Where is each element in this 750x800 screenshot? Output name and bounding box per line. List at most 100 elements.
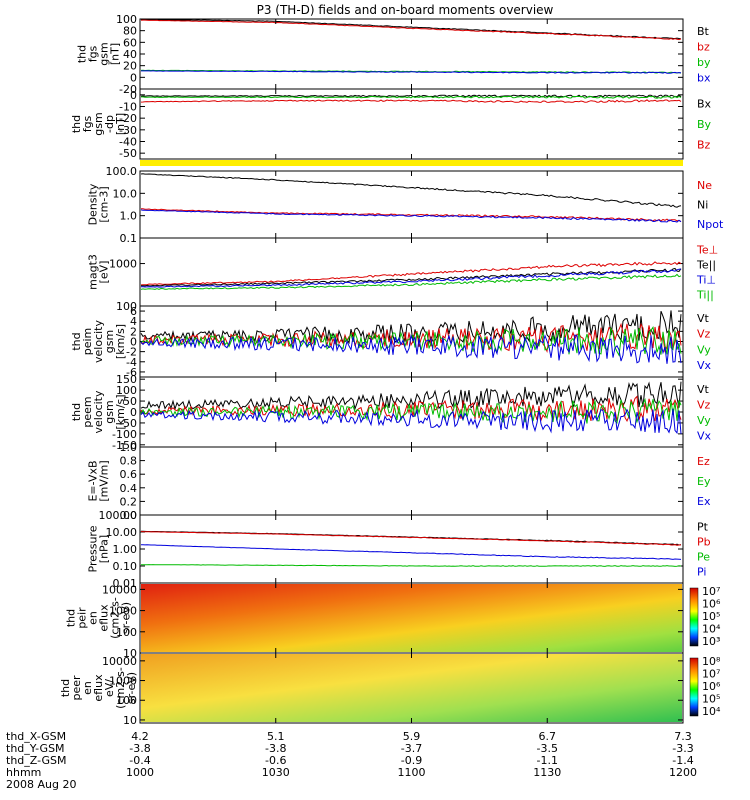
series-Ti|| bbox=[140, 273, 682, 290]
y-axis-label: fgs bbox=[81, 115, 94, 132]
y-axis-label: gsm bbox=[92, 112, 105, 135]
colorbar-label: 10⁷ bbox=[702, 668, 720, 681]
heatmap-fill bbox=[141, 584, 682, 652]
y-tick-label: 0.2 bbox=[120, 495, 138, 508]
y-axis-label: (cm2-s- bbox=[109, 597, 122, 639]
legend-Vt: Vt bbox=[697, 312, 710, 325]
series-Vt bbox=[140, 381, 682, 411]
series-Pi bbox=[140, 544, 682, 560]
y-axis-label: [cm-3] bbox=[98, 186, 111, 222]
y-tick-label: 100 bbox=[116, 384, 137, 397]
y-axis-label: [nPa] bbox=[98, 535, 111, 563]
y-axis-label: gsm bbox=[98, 42, 111, 65]
footer-value-y: -3.8 bbox=[265, 742, 286, 755]
y-axis-label: eflux bbox=[98, 604, 111, 632]
y-tick-label: 10000 bbox=[102, 655, 137, 668]
series-Te|| bbox=[140, 267, 682, 287]
y-tick-label: -50 bbox=[119, 417, 137, 430]
y-tick-label: 100 bbox=[116, 13, 137, 26]
legend-Vx: Vx bbox=[697, 359, 712, 372]
legend-Ti⊥: Ti⊥ bbox=[696, 274, 716, 287]
plot-title: P3 (TH-D) fields and on-board moments ov… bbox=[257, 3, 554, 17]
legend-Vt: Vt bbox=[697, 383, 710, 396]
y-tick-label: -20 bbox=[119, 83, 137, 96]
y-tick-label: 2 bbox=[130, 325, 137, 338]
y-axis-label: [mV/m] bbox=[98, 460, 111, 501]
y-tick-label: -50 bbox=[119, 147, 137, 160]
y-axis-label: Pressure bbox=[87, 525, 100, 572]
y-tick-label: 1000 bbox=[109, 675, 137, 688]
y-tick-label: 6 bbox=[130, 305, 137, 318]
y-axis-label: thd bbox=[70, 332, 83, 350]
footer-value-z: -0.6 bbox=[265, 754, 286, 767]
colorbar-label: 10⁴ bbox=[702, 623, 721, 636]
y-axis-label: thd bbox=[70, 115, 83, 133]
legend-Bz: Bz bbox=[697, 139, 711, 152]
footer-row-label: thd_Y-GSM bbox=[6, 742, 65, 755]
y-tick-label: 100.0 bbox=[106, 165, 138, 178]
y-axis-label: thd bbox=[59, 679, 72, 697]
colorbar bbox=[689, 657, 699, 717]
y-axis-label: [km/s] bbox=[114, 324, 127, 359]
y-tick-label: -2 bbox=[126, 346, 137, 359]
colorbar-label: 10⁵ bbox=[702, 693, 720, 706]
footer-value-t: 1130 bbox=[533, 766, 561, 779]
y-tick-label: 1000 bbox=[109, 258, 137, 271]
legend-Bx: Bx bbox=[697, 97, 712, 110]
footer-value-t: 1030 bbox=[262, 766, 290, 779]
series-Te⊥ bbox=[140, 261, 682, 286]
y-tick-label: 0 bbox=[130, 89, 137, 102]
y-tick-label: 0.01 bbox=[113, 577, 138, 590]
series-Bz bbox=[140, 99, 682, 103]
y-tick-label: -10 bbox=[119, 101, 137, 114]
footer-value-y: -3.8 bbox=[129, 742, 150, 755]
y-tick-label: 0.4 bbox=[120, 482, 138, 495]
y-axis-label: peem bbox=[81, 396, 94, 427]
y-axis-label: [eV] bbox=[98, 261, 111, 284]
legend-Ni: Ni bbox=[697, 199, 708, 212]
y-axis-label: fgs bbox=[87, 45, 100, 62]
legend-Ti||: Ti|| bbox=[696, 289, 714, 302]
legend-Vy: Vy bbox=[697, 343, 711, 356]
legend-Vy: Vy bbox=[697, 414, 711, 427]
footer-value-t: 1100 bbox=[398, 766, 426, 779]
y-tick-label: 10000 bbox=[102, 583, 137, 596]
legend-Bt: Bt bbox=[697, 25, 710, 38]
footer-value-x: 5.1 bbox=[267, 730, 285, 743]
y-tick-label: -150 bbox=[112, 439, 137, 452]
y-axis-label: peim bbox=[81, 328, 94, 356]
footer-value-z: -1.4 bbox=[672, 754, 693, 767]
y-tick-label: 0 bbox=[130, 406, 137, 419]
y-axis-label: thd bbox=[65, 609, 78, 627]
legend-Vz: Vz bbox=[697, 328, 711, 341]
y-tick-label: 10 bbox=[123, 647, 137, 660]
y-tick-label: -40 bbox=[119, 136, 137, 149]
colorbar-label: 10⁷ bbox=[702, 585, 720, 598]
y-tick-label: 10.0 bbox=[113, 187, 138, 200]
legend-Pi: Pi bbox=[697, 566, 706, 579]
y-axis-label: magt3 bbox=[87, 254, 100, 290]
y-tick-label: -30 bbox=[119, 124, 137, 137]
y-tick-label: 100 bbox=[116, 626, 137, 639]
y-axis-label: E=-VxB bbox=[87, 460, 100, 501]
y-tick-label: 100 bbox=[116, 300, 137, 313]
y-tick-label: 1.00 bbox=[113, 543, 138, 556]
y-axis-label: sr-eV) bbox=[120, 602, 133, 634]
legend-Vz: Vz bbox=[697, 398, 711, 411]
legend-bz: bz bbox=[697, 40, 710, 53]
series-bx bbox=[141, 70, 682, 74]
y-axis-label: gsm bbox=[103, 400, 116, 423]
footer-value-y: -3.3 bbox=[672, 742, 693, 755]
y-tick-label: 1.0 bbox=[120, 210, 138, 223]
y-axis-label: (cm2-s- bbox=[114, 667, 127, 709]
legend-Te||: Te|| bbox=[696, 259, 716, 272]
y-tick-label: 0.0 bbox=[120, 509, 138, 522]
y-tick-label: 0.10 bbox=[113, 560, 138, 573]
footer-value-x: 6.7 bbox=[539, 730, 557, 743]
footer-row-label: 2008 Aug 20 bbox=[6, 778, 76, 791]
